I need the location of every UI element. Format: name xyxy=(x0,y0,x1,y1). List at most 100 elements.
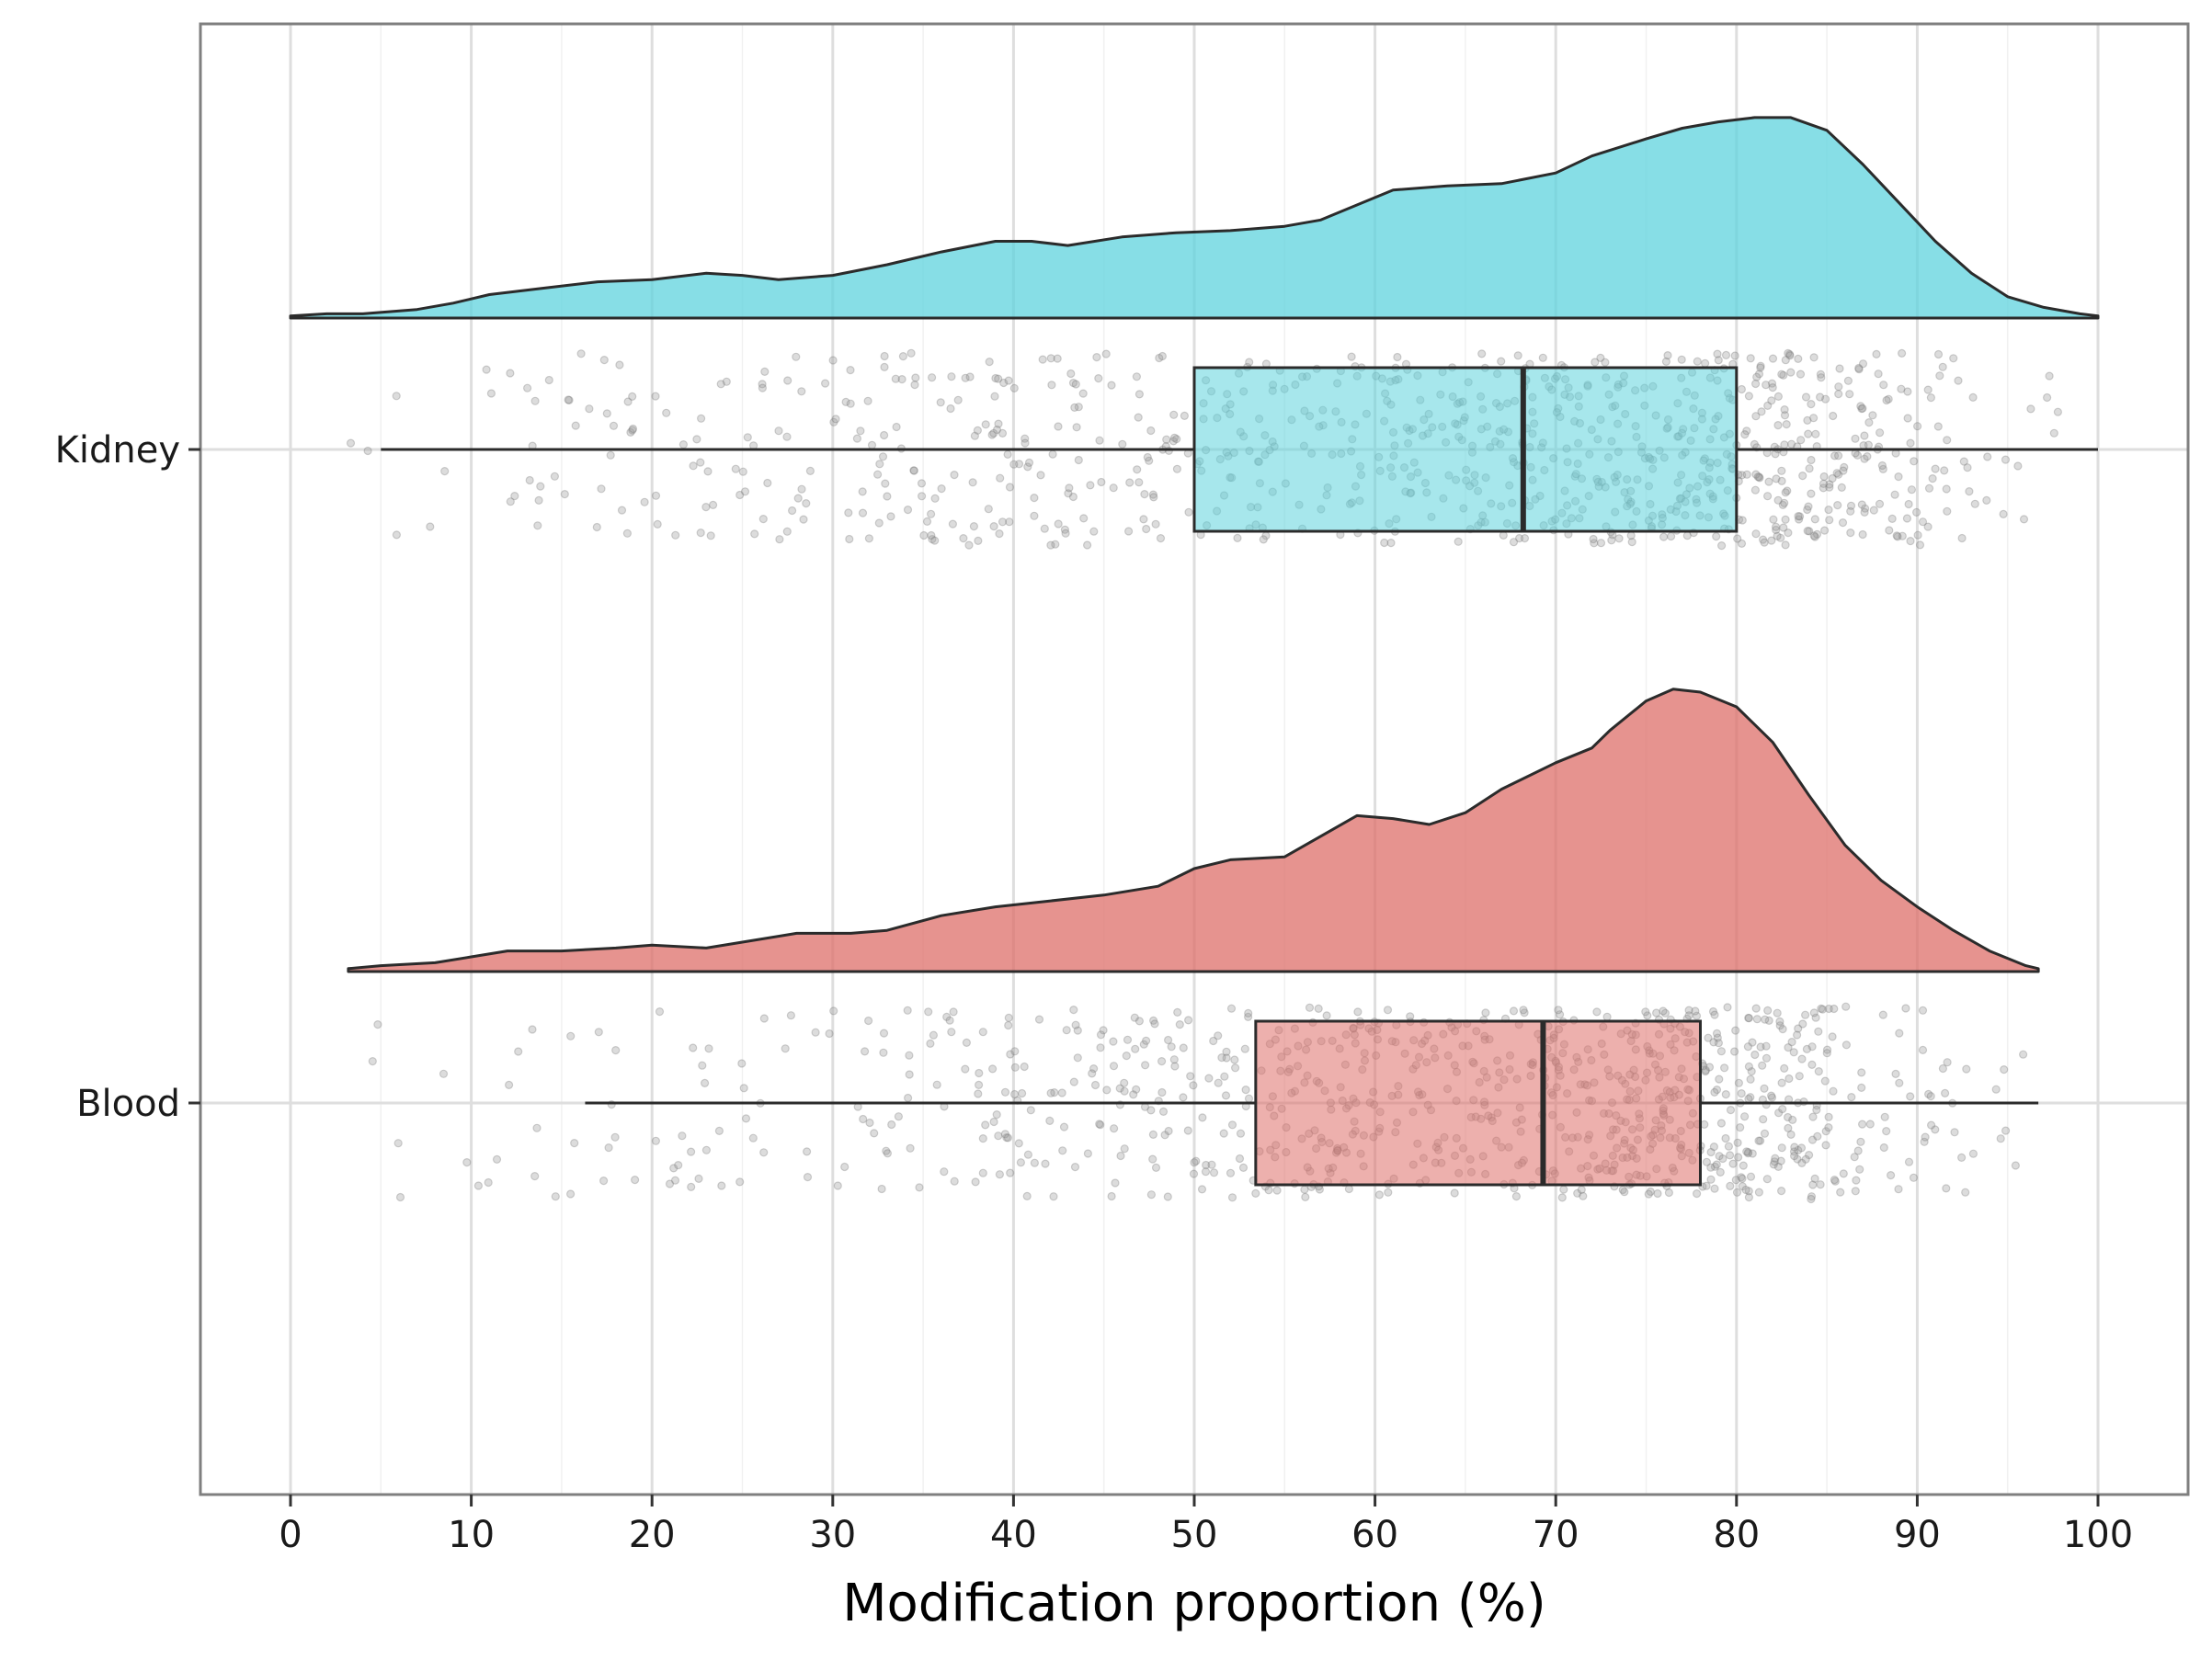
kidney-data-point xyxy=(651,491,661,500)
kidney-data-point xyxy=(1776,533,1785,542)
blood-data-point xyxy=(1214,1078,1223,1087)
blood-data-point xyxy=(1715,1152,1724,1161)
blood-data-point xyxy=(1744,1187,1753,1196)
kidney-data-point xyxy=(1878,464,1887,473)
blood-data-point xyxy=(1716,1119,1727,1128)
blood-data-point xyxy=(1173,1007,1182,1018)
blood-data-point xyxy=(1822,1049,1831,1058)
blood-data-point xyxy=(1592,1007,1602,1017)
kidney-data-point xyxy=(1068,379,1078,388)
kidney-data-point xyxy=(678,440,689,449)
kidney-data-point xyxy=(875,460,884,469)
blood-data-point xyxy=(484,1177,493,1188)
kidney-data-point xyxy=(760,367,770,376)
blood-data-point xyxy=(1244,1094,1254,1103)
blood-data-point xyxy=(903,1006,912,1015)
kidney-data-point xyxy=(628,392,637,401)
blood-data-point xyxy=(1737,1088,1746,1098)
kidney-data-point xyxy=(1596,353,1605,362)
kidney-data-point xyxy=(1607,536,1616,545)
blood-data-point xyxy=(1189,1081,1198,1090)
kidney-data-point xyxy=(1837,483,1846,493)
kidney-data-point xyxy=(910,381,919,390)
kidney-data-point xyxy=(828,356,838,365)
kidney-data-point xyxy=(1912,507,1921,517)
blood-data-point xyxy=(1220,1072,1229,1081)
blood-data-point xyxy=(1808,1180,1818,1189)
blood-data-point xyxy=(1120,1144,1129,1154)
blood-data-point xyxy=(1620,1188,1629,1197)
kidney-data-point xyxy=(1721,350,1731,359)
blood-data-point xyxy=(1760,1084,1769,1093)
kidney-data-point xyxy=(1874,370,1883,379)
kidney-data-point xyxy=(1825,483,1834,492)
blood-data-point xyxy=(565,1189,576,1199)
x-axis: 0 10 20 30 40 50 60 70 80 90 100 xyxy=(279,1495,2133,1556)
blood-data-point xyxy=(1089,1063,1099,1074)
kidney-data-point xyxy=(1169,410,1179,419)
kidney-data-point xyxy=(1933,349,1944,359)
kidney-data-point xyxy=(1839,466,1848,475)
blood-data-point xyxy=(833,1181,842,1190)
kidney-data-point xyxy=(1700,358,1710,368)
kidney-data-point xyxy=(787,506,797,516)
blood-data-point xyxy=(1559,1185,1568,1194)
kidney-data-point xyxy=(991,373,1000,383)
kidney-data-point xyxy=(560,489,569,499)
kidney-data-point xyxy=(880,362,889,371)
blood-data-point xyxy=(1384,1188,1393,1197)
blood-data-point xyxy=(1796,1143,1807,1153)
blood-data-point xyxy=(1931,1125,1940,1134)
kidney-data-point xyxy=(872,470,883,479)
blood-data-point xyxy=(1716,1167,1725,1177)
blood-data-point xyxy=(1004,1020,1013,1030)
blood-data-point xyxy=(1251,1188,1260,1199)
kidney-data-point xyxy=(533,521,542,530)
blood-data-point xyxy=(1314,1004,1323,1014)
kidney-data-point xyxy=(1162,435,1171,444)
blood-data-point xyxy=(1728,1159,1738,1168)
blood-data-point xyxy=(1230,1055,1239,1064)
blood-data-point xyxy=(1643,1011,1652,1020)
kidney-data-point xyxy=(576,349,586,358)
kidney-data-point xyxy=(1819,526,1830,535)
blood-data-point xyxy=(1041,1159,1050,1168)
kidney-data-point xyxy=(1794,354,1803,363)
density-clouds xyxy=(289,116,2100,973)
kidney-data-point xyxy=(623,397,633,406)
kidney-data-point xyxy=(911,373,920,382)
blood-data-point xyxy=(1777,1078,1786,1087)
kidney-data-point xyxy=(1133,465,1142,474)
kidney-data-point xyxy=(1935,371,1944,381)
blood-box xyxy=(1254,1019,1702,1187)
blood-data-point xyxy=(1769,1160,1778,1169)
kidney-data-point xyxy=(731,464,740,473)
kidney-data-point xyxy=(1970,499,1979,508)
kidney-data-point xyxy=(628,424,638,434)
kidney-data-point xyxy=(1666,531,1676,541)
kidney-data-point xyxy=(1784,348,1793,358)
blood-data-point xyxy=(1115,1084,1124,1093)
kidney-data-point xyxy=(1854,363,1864,373)
kidney-data-point xyxy=(1764,477,1773,486)
blood-data-point xyxy=(528,1025,537,1034)
kidney-data-point xyxy=(892,422,901,432)
blood-data-point xyxy=(1733,1153,1743,1162)
blood-data-point xyxy=(1731,1026,1740,1035)
blood-data-point xyxy=(1157,1087,1167,1097)
blood-data-point xyxy=(1058,1146,1067,1155)
blood-data-point xyxy=(1828,1032,1837,1041)
kidney-data-point xyxy=(703,467,713,476)
kidney-data-point xyxy=(858,508,868,517)
blood-data-point xyxy=(1217,1052,1226,1063)
blood-data-point xyxy=(1943,1058,1952,1067)
kidney-data-point xyxy=(1834,470,1843,479)
kidney-data-point xyxy=(1454,537,1463,546)
blood-data-point xyxy=(1096,1120,1105,1130)
kidney-data-point xyxy=(564,395,573,404)
kidney-data-point xyxy=(1040,524,1049,533)
blood-data-point xyxy=(1742,1147,1751,1156)
kidney-data-point xyxy=(1854,365,1864,374)
blood-data-point xyxy=(1829,1086,1838,1096)
blood-data-point xyxy=(1857,1120,1867,1129)
